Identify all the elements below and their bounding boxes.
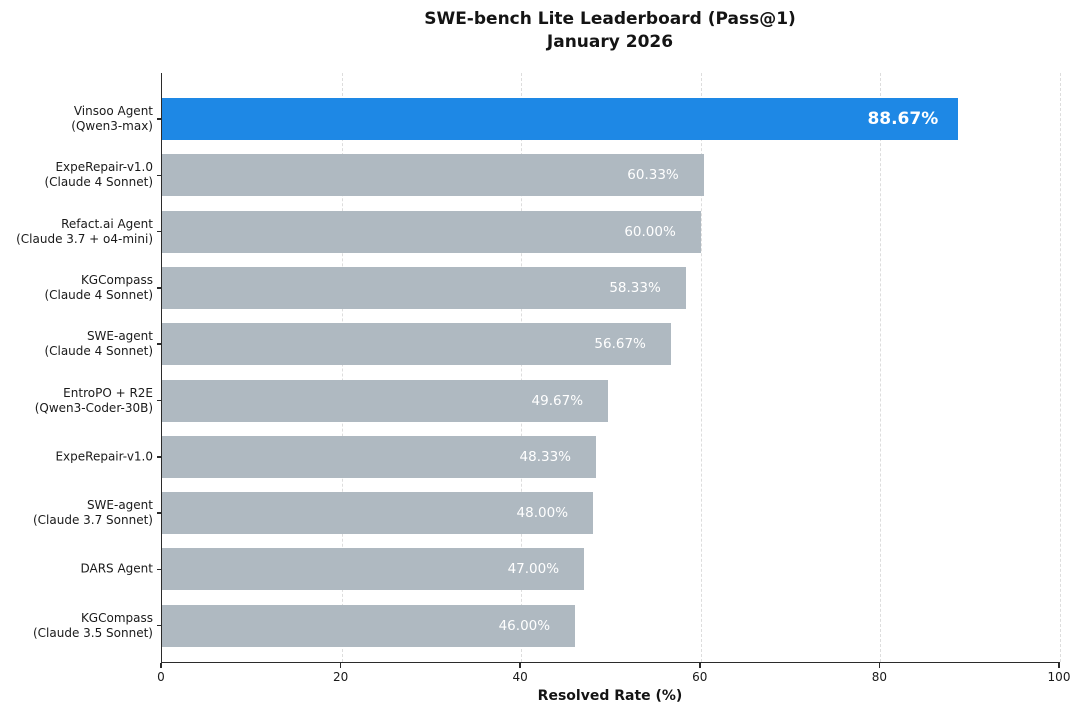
- y-tick-7: [157, 512, 161, 514]
- category-label-4: SWE-agent (Claude 4 Sonnet): [0, 329, 153, 359]
- category-model: (Claude 3.7 Sonnet): [32, 513, 153, 528]
- plot-area: 88.67% 60.33% 60.00% 58.33% 56.67% 49.67% 48.3…: [161, 73, 1061, 663]
- gridline-x-60: [700, 73, 702, 662]
- y-tick-1: [157, 174, 161, 177]
- bar-6: 48.33%: [162, 435, 596, 478]
- x-tick-label-60: 60: [692, 670, 708, 684]
- bar-value-label: 47.00%: [507, 561, 560, 578]
- x-tick-100: [1058, 663, 1060, 668]
- category-label-5: EntroPO + R2E (Qwen3-Coder-30B): [0, 386, 153, 416]
- category-name: KGCompass: [80, 610, 153, 625]
- bar-value-label: 46.00%: [498, 617, 551, 634]
- y-tick-9: [157, 624, 161, 627]
- x-tick-label-20: 20: [332, 670, 349, 684]
- category-model: (Qwen3-Coder-30B): [34, 400, 153, 415]
- gridline-x-80: [880, 73, 882, 662]
- y-tick-0: [157, 118, 161, 120]
- bar-value-label: 49.67%: [531, 392, 584, 409]
- bar-1: 60.33%: [162, 154, 704, 197]
- bar-value-label: 58.33%: [609, 279, 661, 296]
- y-tick-2: [157, 230, 161, 233]
- x-tick-label-80: 80: [871, 670, 888, 684]
- category-name: EntroPO + R2E: [63, 385, 153, 400]
- category-name: SWE-agent: [86, 498, 153, 513]
- category-label-2: Refact.ai Agent (Claude 3.7 + o4-mini): [0, 217, 153, 247]
- category-name: ExpeRepair-v1.0: [55, 449, 153, 464]
- bar-value-label: 48.33%: [519, 448, 571, 465]
- category-model: (Claude 4 Sonnet): [44, 344, 153, 359]
- bar-value-label: 48.00%: [516, 505, 569, 522]
- category-label-9: KGCompass (Claude 3.5 Sonnet): [0, 611, 153, 641]
- gridline-x-40: [521, 73, 523, 662]
- category-model: (Claude 4 Sonnet): [44, 287, 153, 302]
- bar-value-label: 60.00%: [624, 223, 676, 240]
- category-name: KGCompass: [80, 272, 153, 287]
- y-tick-4: [157, 343, 161, 345]
- x-tick-40: [519, 663, 521, 668]
- gridline-x-20: [341, 73, 343, 662]
- bar-2: 60.00%: [162, 210, 701, 253]
- category-model: (Qwen3-max): [71, 119, 153, 133]
- bar-value-label: 56.67%: [594, 336, 646, 353]
- category-label-3: KGCompass (Claude 4 Sonnet): [0, 273, 153, 303]
- chart-title-block: SWE-bench Lite Leaderboard (Pass@1) Janu…: [161, 8, 1059, 54]
- y-tick-8: [157, 568, 161, 571]
- x-tick-0: [160, 663, 162, 668]
- category-model: (Claude 4 Sonnet): [44, 175, 153, 190]
- x-tick-20: [339, 663, 342, 668]
- chart-title: SWE-bench Lite Leaderboard (Pass@1): [424, 9, 796, 29]
- category-label-0: Vinsoo Agent (Qwen3-max): [0, 104, 153, 134]
- y-tick-3: [157, 287, 161, 289]
- x-tick-label-0: 0: [157, 670, 165, 684]
- bar-8: 47.00%: [162, 548, 585, 591]
- bar-value-label: 88.67%: [867, 109, 939, 129]
- category-name: ExpeRepair-v1.0: [55, 160, 153, 175]
- x-tick-label-100: 100: [1047, 670, 1071, 684]
- category-name: SWE-agent: [86, 329, 153, 344]
- x-tick-60: [699, 663, 701, 668]
- category-model: (Claude 3.7 + o4-mini): [16, 231, 153, 246]
- bar-4: 56.67%: [162, 323, 671, 366]
- x-tick-80: [878, 663, 881, 668]
- bar-0: 88.67%: [162, 98, 959, 140]
- category-name: Refact.ai Agent: [61, 216, 153, 231]
- bar-5: 49.67%: [162, 379, 609, 422]
- x-axis-label: Resolved Rate (%): [537, 688, 683, 704]
- category-label-8: DARS Agent: [0, 562, 153, 577]
- gridline-x-100: [1060, 73, 1061, 662]
- category-name: Vinsoo Agent: [73, 104, 153, 118]
- category-label-6: ExpeRepair-v1.0: [0, 449, 153, 464]
- bar-value-label: 60.33%: [627, 167, 679, 184]
- bar-9: 46.00%: [162, 604, 576, 647]
- x-tick-label-40: 40: [512, 670, 528, 684]
- bar-7: 48.00%: [162, 492, 594, 535]
- bar-3: 58.33%: [162, 266, 686, 309]
- category-name: DARS Agent: [80, 561, 153, 576]
- chart-subtitle: January 2026: [546, 32, 674, 52]
- category-label-1: ExpeRepair-v1.0 (Claude 4 Sonnet): [0, 160, 153, 190]
- y-tick-5: [157, 399, 161, 402]
- category-label-7: SWE-agent (Claude 3.7 Sonnet): [0, 498, 153, 528]
- category-model: (Claude 3.5 Sonnet): [32, 625, 153, 640]
- y-tick-6: [157, 456, 161, 458]
